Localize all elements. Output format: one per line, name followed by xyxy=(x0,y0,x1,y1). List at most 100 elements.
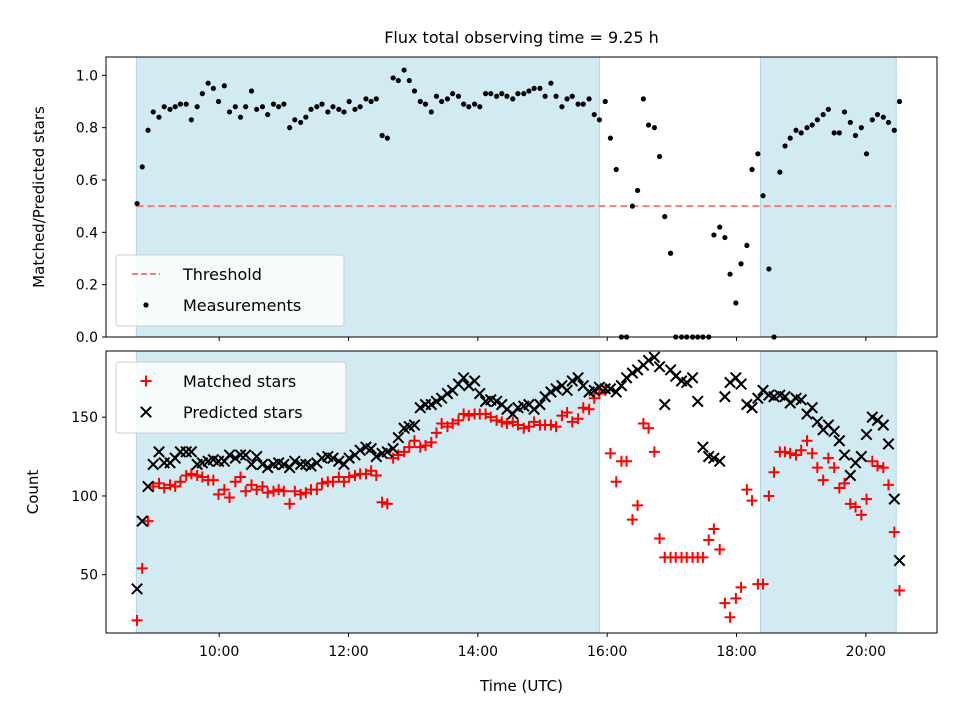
data-point xyxy=(643,422,655,434)
data-point xyxy=(717,224,723,230)
legend-label: Measurements xyxy=(183,296,301,315)
ratio-x-axis xyxy=(218,337,867,341)
data-point xyxy=(580,101,586,107)
data-point xyxy=(735,378,747,390)
data-point xyxy=(512,419,524,431)
data-point xyxy=(806,401,819,414)
data-point xyxy=(250,450,263,463)
data-point xyxy=(156,114,162,120)
data-point xyxy=(289,485,301,497)
data-point xyxy=(836,130,842,136)
data-point xyxy=(218,484,230,496)
data-point xyxy=(240,485,252,497)
data-point xyxy=(284,498,296,510)
data-point xyxy=(491,414,503,426)
y-tick-label: 0.4 xyxy=(76,225,98,241)
data-point xyxy=(136,515,149,528)
data-point xyxy=(444,96,451,102)
data-point xyxy=(147,458,160,471)
data-point xyxy=(131,582,143,595)
data-point xyxy=(651,125,657,131)
data-point xyxy=(466,104,472,110)
data-point xyxy=(349,469,361,481)
data-point xyxy=(161,104,167,110)
data-point xyxy=(777,169,783,175)
data-point xyxy=(654,532,666,544)
data-point xyxy=(610,476,622,488)
data-point xyxy=(588,392,600,404)
data-point xyxy=(384,135,390,141)
data-point xyxy=(604,382,617,395)
data-point xyxy=(550,382,563,395)
data-point xyxy=(379,132,385,139)
data-point xyxy=(235,471,247,483)
data-point xyxy=(417,98,423,105)
data-point xyxy=(828,462,840,474)
data-point xyxy=(718,390,731,403)
data-point xyxy=(408,435,420,447)
data-point xyxy=(572,371,584,384)
data-point xyxy=(782,143,788,149)
data-point xyxy=(648,446,660,458)
data-point xyxy=(485,411,497,423)
data-point xyxy=(461,101,467,107)
data-point xyxy=(305,460,317,472)
data-point xyxy=(403,441,415,453)
data-point xyxy=(852,132,859,139)
data-point xyxy=(577,402,589,414)
data-point xyxy=(436,417,448,429)
data-point xyxy=(515,91,521,97)
data-point xyxy=(267,485,279,497)
count-y-axis-label: Count xyxy=(24,470,42,515)
data-point xyxy=(888,526,900,538)
data-point xyxy=(357,104,363,110)
data-point xyxy=(408,419,421,431)
data-point xyxy=(395,77,401,84)
y-tick-label: 100 xyxy=(71,489,98,505)
data-point xyxy=(602,98,608,105)
count-y-axis: 50 100 150 xyxy=(71,410,106,584)
data-point xyxy=(561,406,573,418)
data-point xyxy=(278,485,290,497)
data-point xyxy=(172,104,178,110)
data-point xyxy=(844,469,857,482)
data-point xyxy=(607,135,614,141)
data-point xyxy=(882,479,894,491)
data-point xyxy=(855,509,867,521)
data-point xyxy=(352,106,358,112)
data-point xyxy=(877,419,890,431)
data-point xyxy=(494,93,500,99)
data-point xyxy=(414,441,426,453)
data-point xyxy=(463,410,475,422)
data-point xyxy=(596,117,603,123)
data-point xyxy=(455,93,462,99)
data-point xyxy=(760,193,766,199)
data-point xyxy=(809,122,815,128)
data-point xyxy=(452,414,464,426)
data-point xyxy=(566,375,579,387)
data-point xyxy=(817,474,829,486)
data-point xyxy=(645,122,652,128)
data-point xyxy=(261,461,274,474)
data-point xyxy=(207,474,219,486)
x-tick-label: 18:00 xyxy=(716,644,756,660)
data-point xyxy=(239,449,252,461)
data-point xyxy=(392,431,405,444)
x-tick-label: 20:00 xyxy=(846,644,886,660)
data-point xyxy=(308,106,314,112)
data-point xyxy=(869,117,875,123)
data-point xyxy=(888,493,901,505)
data-point xyxy=(458,408,470,420)
data-point xyxy=(746,495,758,507)
data-point xyxy=(738,261,744,267)
data-point xyxy=(196,471,208,483)
data-point xyxy=(733,300,739,306)
data-point xyxy=(874,111,881,118)
data-point xyxy=(793,127,799,133)
data-point xyxy=(333,471,345,483)
data-point xyxy=(368,98,374,105)
data-point xyxy=(640,96,647,102)
x-tick-label: 16:00 xyxy=(587,644,627,660)
data-point xyxy=(287,125,293,131)
data-point xyxy=(662,214,668,220)
